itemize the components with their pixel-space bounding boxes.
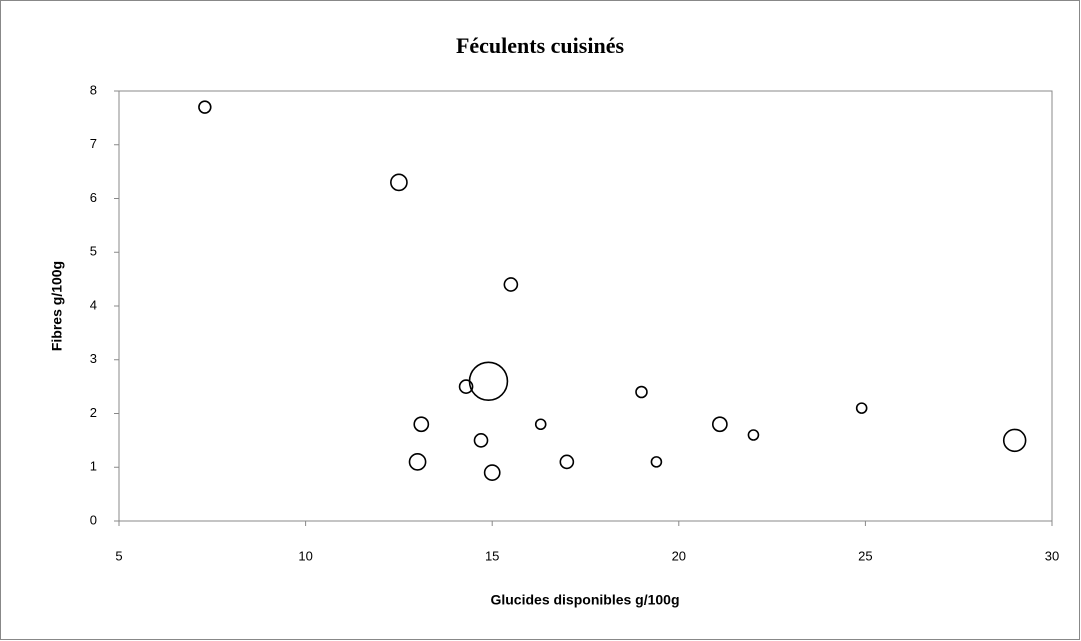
bubble <box>650 456 663 468</box>
x-tick-label: 10 <box>298 548 312 563</box>
chart-title: Féculents cuisinés <box>456 33 624 58</box>
y-tick-label: 6 <box>90 190 97 205</box>
y-tick-label: 0 <box>90 512 97 527</box>
y-tick-label: 8 <box>90 82 97 97</box>
bubble <box>198 100 212 114</box>
bubble <box>1002 428 1027 453</box>
bubble <box>747 429 760 441</box>
bubble <box>559 454 575 470</box>
bubble <box>458 379 474 394</box>
y-tick-label: 2 <box>90 405 97 420</box>
bubble <box>855 402 868 414</box>
x-tick-label: 30 <box>1045 548 1059 563</box>
x-tick-label: 20 <box>672 548 686 563</box>
x-tick-label: 5 <box>115 548 122 563</box>
y-tick-label: 4 <box>90 297 97 312</box>
bubble <box>408 453 427 471</box>
y-tick-label: 7 <box>90 136 97 151</box>
y-tick-label: 1 <box>90 459 97 474</box>
bubble <box>503 277 519 292</box>
y-tick-label: 3 <box>90 351 97 366</box>
bubble <box>534 418 547 431</box>
x-tick-label: 25 <box>858 548 872 563</box>
bubble <box>711 416 728 433</box>
y-axis-title: Fibres g/100g <box>49 261 65 351</box>
bubble <box>390 173 408 192</box>
bubble <box>473 433 489 448</box>
bubble <box>413 416 430 433</box>
x-tick-label: 15 <box>485 548 499 563</box>
y-tick-label: 5 <box>90 244 97 259</box>
bubble <box>635 385 648 399</box>
bubble <box>483 464 501 482</box>
x-axis-title: Glucides disponibles g/100g <box>490 592 679 608</box>
